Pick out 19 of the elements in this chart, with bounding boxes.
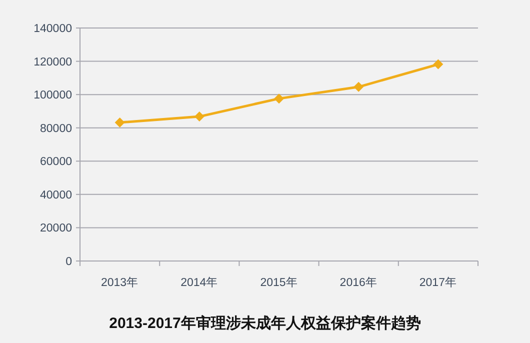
x-tick-label: 2014年 — [180, 276, 218, 289]
y-tick-label: 60000 — [40, 156, 72, 168]
x-tick-label: 2017年 — [419, 276, 457, 289]
point — [354, 82, 364, 92]
point — [433, 59, 444, 70]
y-tick-label: 80000 — [40, 122, 72, 135]
x-tick-label: 2013年 — [101, 276, 139, 289]
point — [194, 112, 204, 122]
y-tick-label: 40000 — [40, 189, 72, 202]
y-tick-label: 20000 — [40, 222, 72, 235]
y-tick-label: 0 — [66, 256, 72, 268]
y-tick-label: 140000 — [34, 23, 72, 35]
point — [274, 94, 284, 104]
point — [114, 118, 125, 128]
x-tick-label: 2016年 — [340, 276, 378, 289]
x-tick-label: 2015年 — [260, 276, 298, 289]
y-tick-label: 120000 — [34, 56, 72, 68]
text: 2013-2017年审理涉未成年人权益保护案件趋势 — [109, 314, 421, 332]
y-tick-label: 100000 — [34, 90, 72, 102]
